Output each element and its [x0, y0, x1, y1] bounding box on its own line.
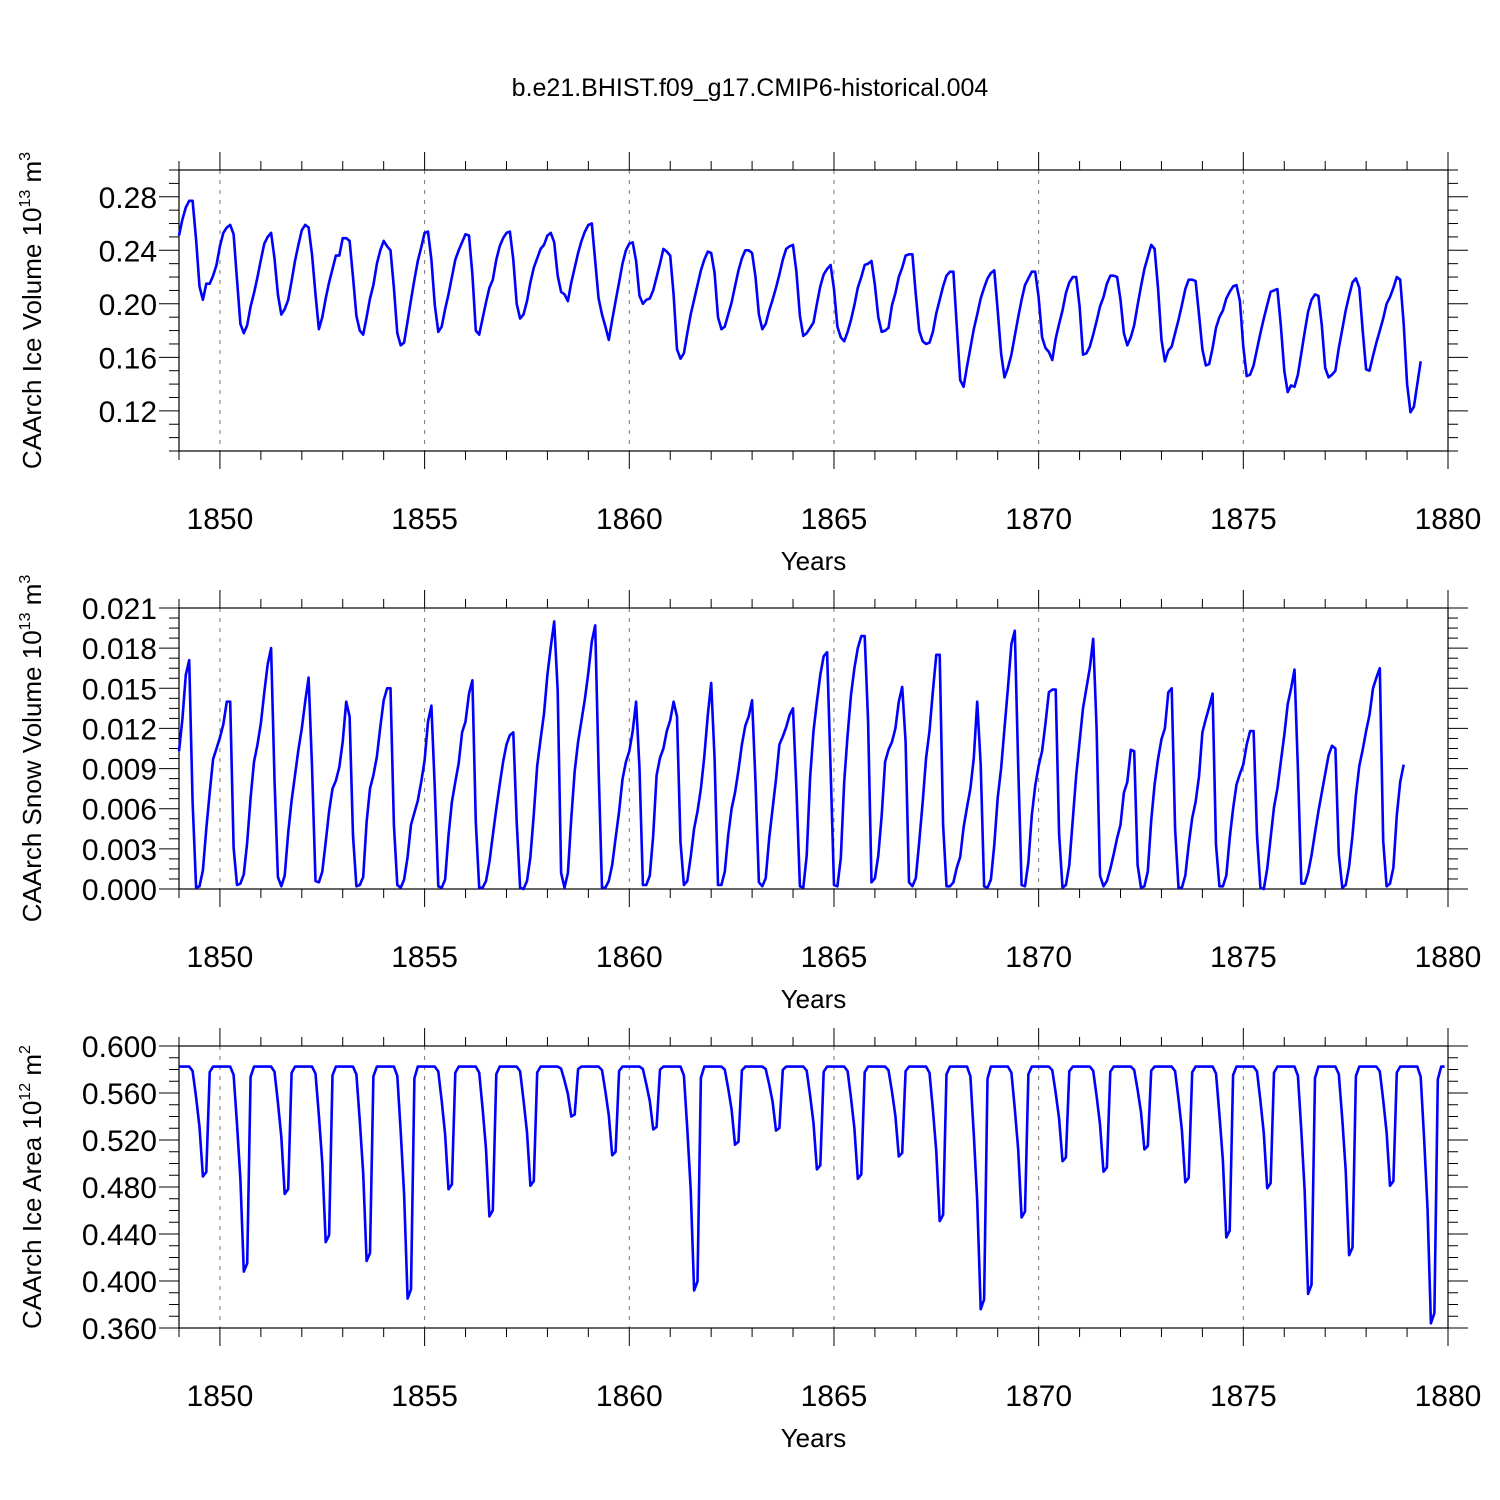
y-tick-label: 0.400 [82, 1266, 157, 1299]
x-axis-label: Years [781, 546, 847, 576]
x-axis-label: Years [781, 984, 847, 1014]
x-tick-label: 1850 [187, 1380, 254, 1413]
x-tick-label: 1870 [1005, 941, 1072, 974]
y-tick-label: 0.440 [82, 1219, 157, 1252]
y-tick-label: 0.006 [82, 794, 157, 827]
x-tick-label: 1880 [1415, 503, 1482, 536]
y-tick-label: 0.021 [82, 593, 157, 626]
snow-volume-panel: 1850 1855 1860 1865 1870 1875 1880 0.000 0.003 0.… [17, 575, 1481, 1014]
x-tick-label: 1880 [1415, 941, 1482, 974]
ice-area-panel: 1850 1855 1860 1865 1870 1875 1880 0.360 0.400 0.… [17, 1028, 1481, 1453]
x-tick-label: 1865 [801, 941, 868, 974]
y-tick-label: 0.360 [82, 1313, 157, 1346]
y-tick-label: 0.015 [82, 673, 157, 706]
x-tick-label: 1855 [391, 503, 458, 536]
x-tick-label: 1875 [1210, 941, 1277, 974]
plot-frame [178, 169, 1449, 452]
y-tick-label: 0.28 [99, 182, 157, 215]
ice-volume-panel: 1850 1855 1860 1865 1870 1875 1880 0.12 0.16 0.20… [17, 152, 1481, 576]
y-axis-label: CAArch Ice Area 1012 m2 [17, 1045, 47, 1329]
y-tick-label: 0.480 [82, 1172, 157, 1205]
x-tick-label: 1875 [1210, 503, 1277, 536]
x-tick-label: 1860 [596, 941, 663, 974]
y-tick-label: 0.000 [82, 874, 157, 907]
y-tick-label: 0.560 [82, 1078, 157, 1111]
x-tick-label: 1870 [1005, 503, 1072, 536]
y-axis-label: CAArch Ice Volume 1013 m3 [17, 152, 47, 469]
y-tick-label: 0.16 [99, 342, 157, 375]
y-tick-label: 0.520 [82, 1125, 157, 1158]
x-tick-label: 1875 [1210, 1380, 1277, 1413]
x-tick-label: 1860 [596, 503, 663, 536]
x-tick-label: 1860 [596, 1380, 663, 1413]
y-tick-label: 0.24 [99, 235, 157, 268]
x-tick-label: 1855 [391, 1380, 458, 1413]
figure-title: b.e21.BHIST.f09_g17.CMIP6-historical.004 [512, 74, 989, 102]
y-tick-label: 0.600 [82, 1031, 157, 1064]
y-tick-label: 0.003 [82, 834, 157, 867]
snow-volume-series-line [177, 620, 1405, 891]
ice-volume-series-line [177, 199, 1422, 414]
x-tick-label: 1870 [1005, 1380, 1072, 1413]
x-tick-label: 1880 [1415, 1380, 1482, 1413]
y-tick-label: 0.20 [99, 289, 157, 322]
y-tick-label: 0.018 [82, 633, 157, 666]
y-tick-label: 0.12 [99, 396, 157, 429]
x-axis-label: Years [781, 1423, 847, 1453]
x-tick-label: 1850 [187, 941, 254, 974]
x-tick-label: 1855 [391, 941, 458, 974]
y-tick-label: 0.012 [82, 713, 157, 746]
y-axis-label: CAArch Snow Volume 1013 m3 [17, 575, 47, 923]
x-tick-label: 1865 [801, 503, 868, 536]
x-tick-label: 1865 [801, 1380, 868, 1413]
x-tick-label: 1850 [187, 503, 254, 536]
y-tick-label: 0.009 [82, 754, 157, 787]
ice-area-series-line [179, 1065, 1445, 1325]
